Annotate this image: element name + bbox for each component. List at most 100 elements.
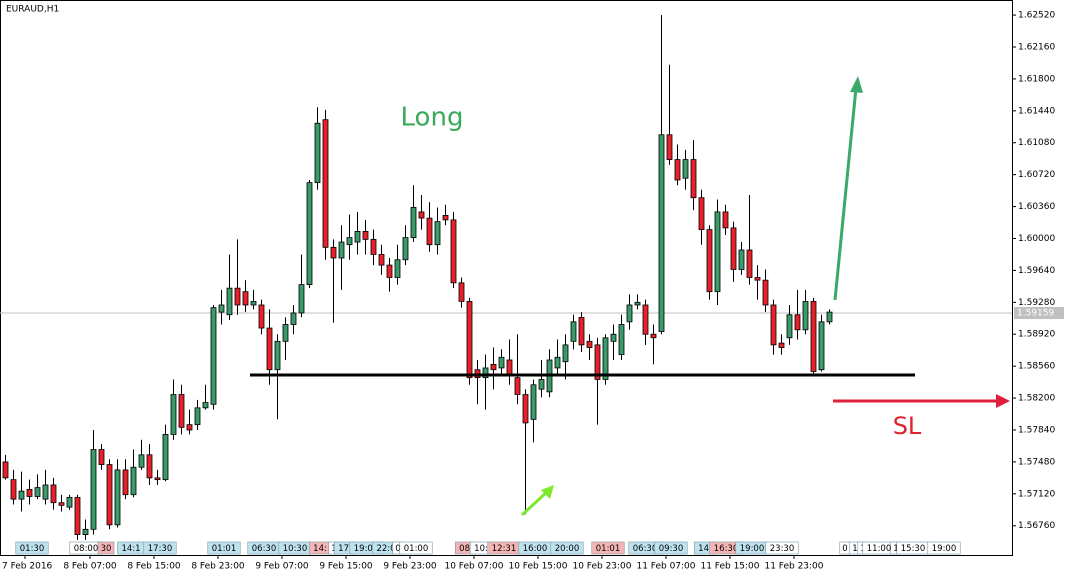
event-marker-label: 10:30 xyxy=(283,544,308,554)
candle-body xyxy=(138,454,145,468)
event-marker-label: 17:30 xyxy=(148,544,173,554)
event-marker xyxy=(591,541,625,555)
y-tick-label: 1.59640 xyxy=(1018,266,1055,276)
x-tick-label: 11 Feb 15:00 xyxy=(700,562,759,572)
candle-body xyxy=(170,394,177,435)
event-marker-label: 19:00 xyxy=(932,544,957,554)
x-tick-label: 10 Feb 15:00 xyxy=(508,562,567,572)
candle-body xyxy=(378,254,385,266)
candle-body xyxy=(202,402,209,409)
candle-body xyxy=(730,227,737,270)
candle-body xyxy=(338,241,345,259)
candle-body xyxy=(650,333,657,339)
candle-body xyxy=(482,367,489,379)
y-tick-label: 1.60000 xyxy=(1018,234,1055,244)
candle-body xyxy=(66,496,73,508)
candle-body xyxy=(186,424,193,431)
candle-body xyxy=(218,304,225,313)
y-tick-label: 1.61440 xyxy=(1018,106,1055,116)
candle-body xyxy=(618,324,625,356)
candle-body xyxy=(642,304,649,335)
candle-body xyxy=(234,287,241,306)
candle-body xyxy=(602,337,609,380)
y-tick-label: 1.60360 xyxy=(1018,202,1055,212)
event-marker-label: 22:0 xyxy=(376,544,395,554)
event-marker-label: 10: xyxy=(474,544,488,554)
candle-body xyxy=(514,377,521,395)
y-tick-label: 1.58920 xyxy=(1018,330,1055,340)
candle-body xyxy=(690,159,697,199)
candle-body xyxy=(18,490,25,500)
x-tick-label: 8 Feb 23:00 xyxy=(191,562,245,572)
candle-body xyxy=(666,134,673,160)
candle-body xyxy=(802,301,809,331)
candle-body xyxy=(146,454,153,479)
candle-body xyxy=(746,249,753,278)
candle-body xyxy=(498,356,505,369)
candle-body xyxy=(130,466,137,496)
event-marker xyxy=(927,541,961,555)
candle-body xyxy=(570,321,577,342)
y-tick-label: 1.61800 xyxy=(1018,74,1055,84)
x-tick-label: 9 Feb 15:00 xyxy=(319,562,373,572)
candle-body xyxy=(122,469,129,496)
candle-body xyxy=(722,211,729,229)
event-marker-label: 1 xyxy=(893,544,898,554)
marks: 1.62520 1.62160 1.61800 1.61440 1.61080 1.607… xyxy=(0,11,1064,572)
event-marker-label: 1 xyxy=(852,544,857,554)
candle-body xyxy=(178,394,185,428)
candle-body xyxy=(778,342,785,348)
event-marker xyxy=(765,541,799,555)
event-marker-label: 15:30 xyxy=(901,544,926,554)
event-marker-label: 16:30 xyxy=(714,544,739,554)
candle-body xyxy=(810,301,817,372)
candle-body xyxy=(90,449,97,530)
candle-body xyxy=(466,301,473,379)
event-marker-label: 0 xyxy=(395,544,400,554)
event-marker xyxy=(15,541,49,555)
y-tick-label: 1.57120 xyxy=(1018,489,1055,499)
x-tick-label: 9 Feb 07:00 xyxy=(255,562,309,572)
candle-body xyxy=(786,314,793,339)
candle-body xyxy=(522,394,529,424)
chart-title: EURAUD,H1 xyxy=(6,5,59,15)
current-price-label: 1.59159 xyxy=(1017,309,1054,319)
event-marker-label: 23:30 xyxy=(770,544,795,554)
y-tick-label: 1.60720 xyxy=(1018,170,1055,180)
event-marker xyxy=(143,541,177,555)
candle-body xyxy=(554,356,561,369)
candle-body xyxy=(490,363,497,371)
candle-body xyxy=(34,487,41,497)
candle-body xyxy=(50,484,57,504)
candle-body xyxy=(266,327,273,371)
candle-body xyxy=(762,279,769,306)
event-marker xyxy=(207,541,241,555)
candle-body xyxy=(586,340,593,348)
candle-body xyxy=(162,434,169,481)
candle-body xyxy=(10,479,17,500)
candle-body xyxy=(674,159,681,181)
candle-body xyxy=(250,301,257,306)
candle-body xyxy=(58,502,65,506)
candle-body xyxy=(114,469,121,526)
candle-body xyxy=(154,477,161,481)
annotation: Long xyxy=(401,103,464,133)
event-marker-label: 01:30 xyxy=(20,544,45,554)
event-marker-label: 20:00 xyxy=(555,544,580,554)
x-tick-label: 11 Feb 07:00 xyxy=(636,562,695,572)
event-marker-label: 30 xyxy=(101,544,112,554)
current-price-box xyxy=(1014,307,1064,320)
candle-body xyxy=(26,488,33,497)
event-marker-label: 01:01 xyxy=(212,544,237,554)
y-tick-label: 1.61080 xyxy=(1018,138,1055,148)
candle-body xyxy=(274,340,281,371)
annotation: SL xyxy=(893,412,922,440)
candle-body xyxy=(610,333,617,342)
candle-body xyxy=(298,284,305,314)
candle-body xyxy=(426,217,433,246)
y-tick-label: 1.62520 xyxy=(1018,11,1055,21)
y-tick-label: 1.56760 xyxy=(1018,521,1055,531)
event-marker-label: 01:01 xyxy=(596,544,621,554)
candle-body xyxy=(794,314,801,331)
